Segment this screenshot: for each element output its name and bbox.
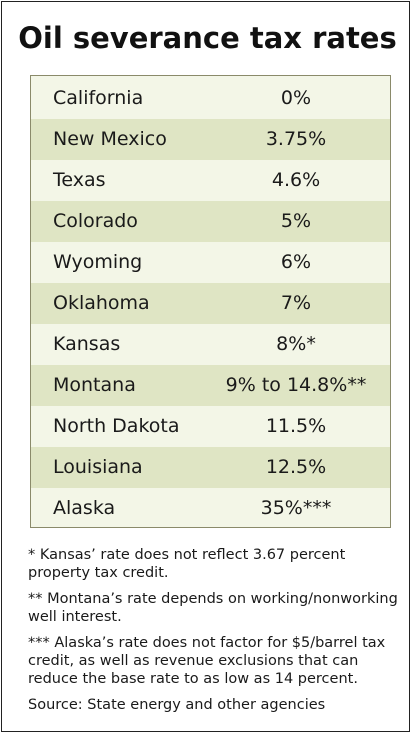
footnote-alaska: *** Alaska’s rate does not factor for $5… (28, 635, 386, 687)
tax-rate: 0% (280, 87, 312, 109)
tax-rate: 4.6% (271, 169, 321, 191)
footnotes: * Kansas’ rate does not reflect 3.67 per… (28, 546, 400, 714)
chart-title: Oil severance tax rates (18, 21, 397, 55)
table-row: North Dakota 11.5% (31, 406, 390, 447)
tax-rate: 6% (280, 251, 312, 273)
state-name: Wyoming (53, 251, 143, 273)
footnote-kansas: * Kansas’ rate does not reflect 3.67 per… (28, 547, 346, 581)
table-row: New Mexico 3.75% (31, 119, 390, 160)
table-row: Kansas 8%* (31, 324, 390, 365)
table-row: Colorado 5% (31, 201, 390, 242)
state-name: New Mexico (53, 128, 167, 150)
tax-rate: 5% (280, 210, 312, 232)
state-name: Montana (53, 374, 136, 396)
state-name: Alaska (53, 497, 116, 519)
state-name: North Dakota (53, 415, 180, 437)
table-row: Louisiana 12.5% (31, 447, 390, 488)
tax-rate: 3.75% (265, 128, 327, 150)
state-name: Oklahoma (53, 292, 150, 314)
footnote-montana: ** Montana’s rate depends on working/non… (28, 591, 398, 625)
tax-rate: 11.5% (265, 415, 327, 437)
table-row: Texas 4.6% (31, 160, 390, 201)
table-row: Oklahoma 7% (31, 283, 390, 324)
table-row: Wyoming 6% (31, 242, 390, 283)
table-row: Montana 9% to 14.8%** (31, 365, 390, 406)
tax-rate: 35%*** (260, 497, 332, 519)
state-name: Louisiana (53, 456, 143, 478)
tax-rate: 7% (280, 292, 312, 314)
state-name: Texas (53, 169, 106, 191)
tax-rate: 9% to 14.8%** (225, 374, 367, 396)
table-row: Alaska 35%*** (31, 488, 390, 529)
state-name: California (53, 87, 144, 109)
state-name: Kansas (53, 333, 121, 355)
tax-rates-table: California 0% New Mexico 3.75% Texas 4.6% Colo… (30, 75, 391, 528)
source-line: Source: State energy and other agencies (28, 697, 326, 713)
table-row: California 0% (31, 78, 390, 119)
tax-rate: 12.5% (265, 456, 327, 478)
tax-rate: 8%* (276, 333, 316, 355)
state-name: Colorado (53, 210, 138, 232)
